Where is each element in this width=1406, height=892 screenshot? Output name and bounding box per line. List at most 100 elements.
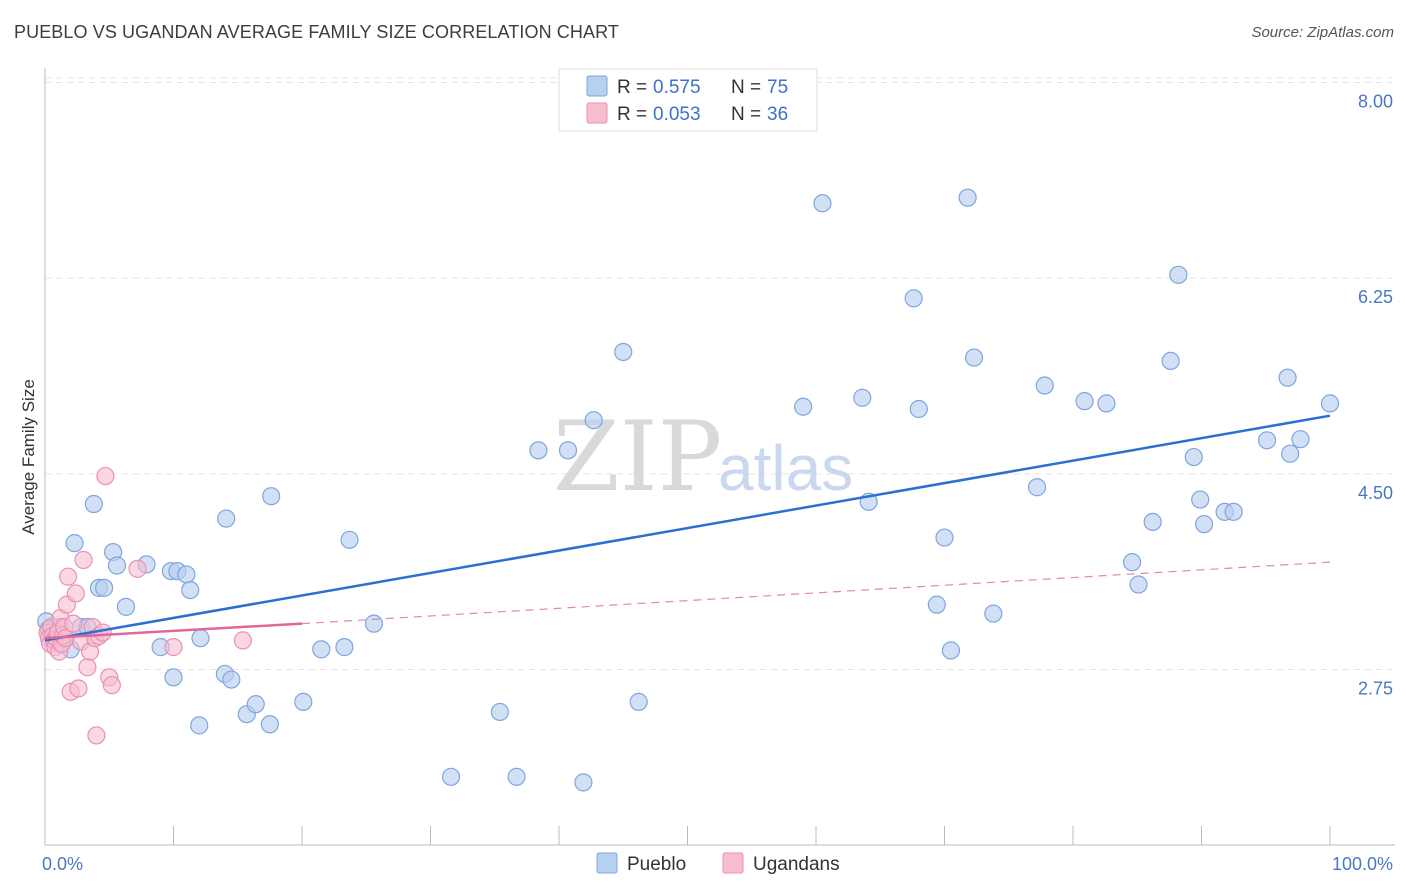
y-axis-label: Average Family Size [19, 379, 38, 535]
ugandan-point [64, 614, 83, 633]
pueblo-point [614, 342, 633, 362]
watermark-atlas: atlas [718, 432, 853, 504]
pueblo-point [794, 397, 813, 416]
y-tick-label: 2.75 [1358, 678, 1393, 698]
legend-bottom: Pueblo Ugandans [596, 852, 840, 875]
watermark: ZIP atlas [553, 401, 853, 513]
ugandan-point [74, 550, 93, 570]
watermark-zip: ZIP [553, 401, 722, 513]
legend-bottom-swatch-ugandans [722, 852, 744, 874]
pueblo-point [116, 597, 136, 616]
y-tick-label: 4.50 [1358, 483, 1393, 503]
pueblo-point [335, 638, 354, 657]
pueblo-point [260, 715, 279, 734]
pueblo-point [904, 289, 923, 308]
pueblo-point [1291, 430, 1310, 449]
pueblo-point [909, 399, 928, 419]
ugandan-point [69, 679, 88, 698]
legend-r-label: R = [617, 77, 647, 98]
ugandan-point [128, 559, 147, 578]
pueblo-point [95, 578, 114, 597]
pueblo-point [1035, 376, 1054, 395]
pueblo-point [574, 773, 593, 792]
pueblo-point [629, 692, 648, 711]
pueblo-point [177, 565, 196, 584]
pueblo-point [1278, 368, 1297, 387]
legend-n-label: N = [731, 104, 761, 125]
pueblo-point [246, 695, 265, 714]
pueblo-point [84, 494, 103, 514]
legend-bottom-label-ugandans: Ugandans [753, 854, 840, 875]
pueblo-point [1257, 431, 1277, 450]
pueblo-point [294, 692, 313, 711]
pueblo-point [164, 668, 183, 687]
pueblo-point [364, 614, 384, 633]
ugandan-point [66, 584, 85, 603]
chart-title: PUEBLO VS UGANDAN AVERAGE FAMILY SIZE CO… [14, 22, 619, 42]
pueblo-point [984, 604, 1003, 623]
legend-n-value: 36 [767, 104, 788, 125]
x-axis-ticks [173, 826, 1331, 845]
pueblo-point [584, 411, 603, 430]
legend-n-label: N = [731, 77, 761, 98]
ugandan-point [102, 676, 121, 695]
pueblo-point [490, 702, 509, 722]
gridlines [45, 77, 1395, 670]
pueblo-point [181, 580, 200, 600]
pueblo-point [507, 767, 526, 786]
ugandan-point [78, 658, 97, 677]
pueblo-point [107, 556, 127, 575]
pueblo-point [1027, 478, 1047, 497]
pueblo-point [340, 530, 359, 549]
pueblo-point [191, 629, 210, 648]
pueblo-point [1224, 502, 1243, 521]
ugandan-point [164, 638, 183, 657]
pueblo-point [1169, 265, 1188, 284]
pueblo-point [941, 641, 961, 660]
x-tick-label: 100.0% [1332, 854, 1393, 874]
y-tick-label: 6.25 [1358, 287, 1393, 307]
pueblo-point [217, 509, 236, 528]
pueblo-point [927, 595, 946, 614]
pueblo-point [190, 716, 209, 735]
ugandan-point [233, 631, 252, 650]
pueblo-point [1075, 392, 1094, 411]
ugandan-point [87, 726, 106, 745]
pueblo-point [813, 194, 832, 213]
pueblo-point [1129, 575, 1148, 594]
ugandan-point [59, 567, 78, 586]
pueblo-point [1143, 512, 1162, 532]
pueblo-point [1097, 394, 1116, 413]
pueblo-point [262, 487, 281, 506]
legend-r-label: R = [617, 104, 647, 125]
pueblo-point [222, 670, 241, 689]
trend-lines [44, 414, 1331, 642]
pueblo-points [37, 188, 1340, 792]
ugandan-points [38, 466, 252, 745]
pueblo-point [1123, 553, 1142, 572]
y-tick-labels: 2.75 4.50 6.25 8.00 [1358, 92, 1393, 699]
legend-top: R = 0.575 N = 75 R = 0.053 N = 36 [558, 68, 818, 132]
ugandan-point [96, 466, 115, 486]
pueblo-point [529, 441, 548, 460]
legend-r-value: 0.575 [653, 77, 701, 98]
pueblo-point [558, 441, 578, 460]
legend-bottom-label-pueblo: Pueblo [627, 854, 686, 875]
axes [44, 68, 1395, 846]
x-tick-labels: 0.0% 100.0% [42, 854, 1393, 874]
pueblo-point [853, 388, 872, 407]
y-tick-label: 8.00 [1358, 92, 1393, 112]
legend-swatch-ugandans [586, 102, 608, 124]
legend-bottom-swatch-pueblo [596, 852, 618, 874]
pueblo-point [312, 640, 331, 659]
ugandan-trend-line-extended [301, 561, 1331, 625]
pueblo-point [1184, 447, 1203, 467]
pueblo-point [1320, 394, 1340, 413]
legend-n-value: 75 [767, 77, 788, 98]
pueblo-point [1281, 444, 1300, 463]
pueblo-trend-line [44, 414, 1331, 642]
source-label: Source: ZipAtlas.com [1251, 24, 1394, 41]
pueblo-point [935, 528, 954, 547]
pueblo-point [1194, 515, 1214, 534]
